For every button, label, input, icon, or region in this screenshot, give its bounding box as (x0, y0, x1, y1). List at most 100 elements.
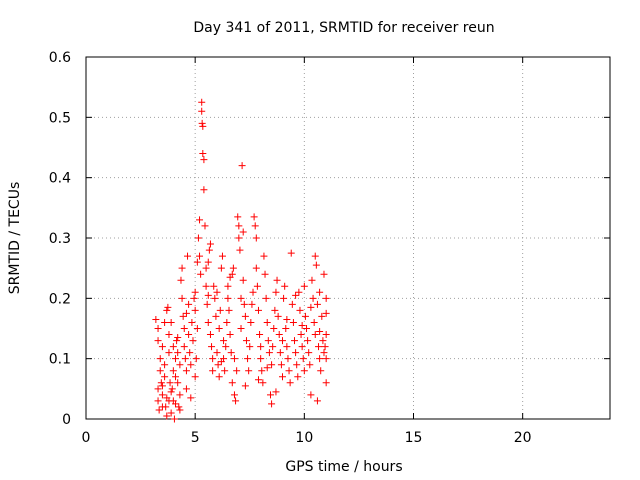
data-point (317, 367, 325, 375)
data-point (320, 270, 328, 278)
data-point (268, 400, 276, 408)
data-point (169, 343, 177, 351)
data-point (303, 325, 311, 332)
data-point (234, 213, 242, 221)
data-point (176, 406, 184, 414)
data-point (266, 391, 274, 399)
data-point (206, 240, 214, 248)
x-ticks: 0 5 10 15 20 (82, 57, 532, 446)
chart-title: Day 341 of 2011, SRMTID for receiver reu… (193, 20, 494, 36)
data-point (241, 382, 249, 390)
data-point (247, 318, 255, 326)
data-point (158, 391, 166, 399)
data-point (176, 391, 184, 399)
data-point (251, 222, 259, 230)
data-point (261, 270, 269, 278)
data-point (202, 282, 210, 290)
data-point (154, 325, 162, 332)
data-point (291, 337, 299, 345)
data-point (170, 415, 178, 423)
data-point (270, 325, 278, 332)
data-point (252, 264, 260, 272)
data-point (279, 337, 286, 345)
data-point (209, 367, 217, 375)
data-point (213, 349, 221, 357)
data-point (238, 162, 246, 170)
data-point (242, 337, 250, 345)
data-point (285, 367, 293, 375)
data-point (311, 331, 319, 339)
data-point (174, 349, 182, 357)
data-point (225, 306, 233, 314)
data-point (198, 107, 206, 115)
data-point (274, 312, 282, 320)
data-point (158, 382, 166, 390)
data-point (200, 186, 208, 194)
data-point (239, 228, 247, 236)
x-tick-label: 0 (82, 430, 91, 446)
x-tick-label: 20 (514, 430, 532, 446)
data-point (320, 349, 328, 357)
data-point (245, 367, 253, 375)
data-point (213, 288, 221, 296)
data-point (199, 150, 207, 158)
data-point (262, 294, 270, 302)
data-point (172, 400, 180, 408)
y-ticks: 0 0.1 0.2 0.3 0.4 0.5 0.6 (49, 50, 610, 428)
data-point (297, 331, 305, 339)
data-point (319, 337, 327, 345)
data-point (167, 409, 175, 417)
data-point (188, 318, 196, 326)
data-point (176, 361, 184, 369)
data-point (166, 379, 174, 387)
data-point (169, 367, 177, 375)
data-point (174, 379, 182, 387)
data-point (288, 300, 296, 308)
data-point (300, 367, 308, 375)
data-point (254, 306, 262, 314)
data-point (155, 406, 163, 414)
data-point (223, 318, 231, 326)
data-point (299, 355, 307, 363)
data-point (307, 391, 315, 399)
data-point (165, 331, 173, 339)
data-point (222, 343, 230, 351)
data-point (189, 337, 197, 345)
grid (86, 57, 610, 419)
data-point (152, 315, 160, 323)
data-point (214, 361, 222, 369)
data-point (307, 303, 315, 311)
data-point (199, 122, 207, 130)
data-point (172, 355, 180, 363)
data-point (215, 373, 223, 381)
data-point (204, 318, 212, 326)
data-point (276, 349, 284, 357)
data-point (279, 373, 286, 381)
data-point (205, 246, 213, 254)
data-point (271, 306, 279, 314)
data-point (178, 294, 186, 302)
data-point (318, 312, 326, 320)
x-tick-label: 5 (191, 430, 200, 446)
data-point (298, 343, 306, 351)
data-point (226, 273, 234, 281)
data-point (196, 252, 204, 260)
data-points (152, 98, 330, 423)
data-point (186, 349, 194, 357)
data-point (308, 276, 316, 284)
data-point (164, 303, 172, 311)
data-point (167, 318, 175, 326)
data-point (312, 261, 320, 269)
data-point (263, 318, 271, 326)
data-point (191, 288, 199, 296)
data-point (239, 276, 247, 284)
x-tick-label: 15 (405, 430, 423, 446)
data-point (197, 270, 205, 278)
data-point (304, 337, 312, 345)
data-point (311, 252, 319, 260)
data-point (180, 325, 188, 332)
data-point (233, 367, 241, 375)
data-point (250, 213, 258, 221)
data-point (310, 318, 318, 326)
data-point (179, 312, 187, 320)
